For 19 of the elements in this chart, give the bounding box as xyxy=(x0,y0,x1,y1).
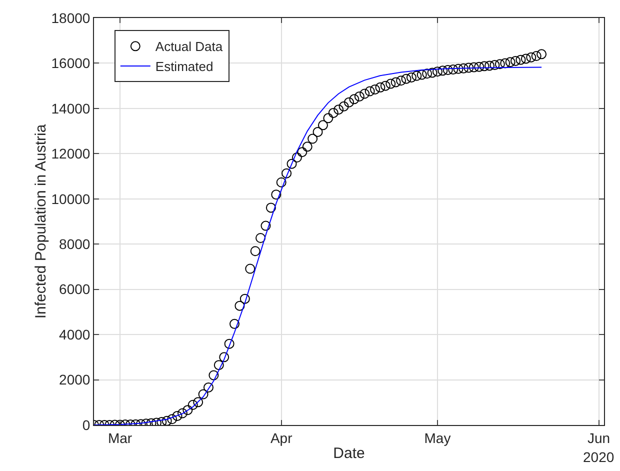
y-tick-label: 4000 xyxy=(59,326,90,342)
text: 2020 xyxy=(583,449,614,465)
legend-label: Estimated xyxy=(155,59,214,74)
y-tick-label: 18000 xyxy=(51,10,90,26)
legend-label: Actual Data xyxy=(155,39,224,54)
y-tick-label: 14000 xyxy=(51,100,90,116)
x-tick-label: Apr xyxy=(270,430,293,446)
y-tick-label: 16000 xyxy=(51,55,90,72)
y-tick-label: 10000 xyxy=(51,190,90,207)
x-tick-label: May xyxy=(424,430,451,446)
y-tick-label: 2000 xyxy=(59,372,90,388)
x-tick-label: Jun xyxy=(588,430,610,446)
y-axis-title: Infected Population in Austria xyxy=(32,124,50,319)
y-tick-label: 0 xyxy=(82,416,90,433)
x-tick-label: Mar xyxy=(108,430,132,446)
y-tick-label: 6000 xyxy=(59,281,90,298)
y-tick-label: 8000 xyxy=(59,236,90,252)
x-axis-title: Date xyxy=(333,444,365,462)
y-tick-label: 12000 xyxy=(51,146,90,162)
